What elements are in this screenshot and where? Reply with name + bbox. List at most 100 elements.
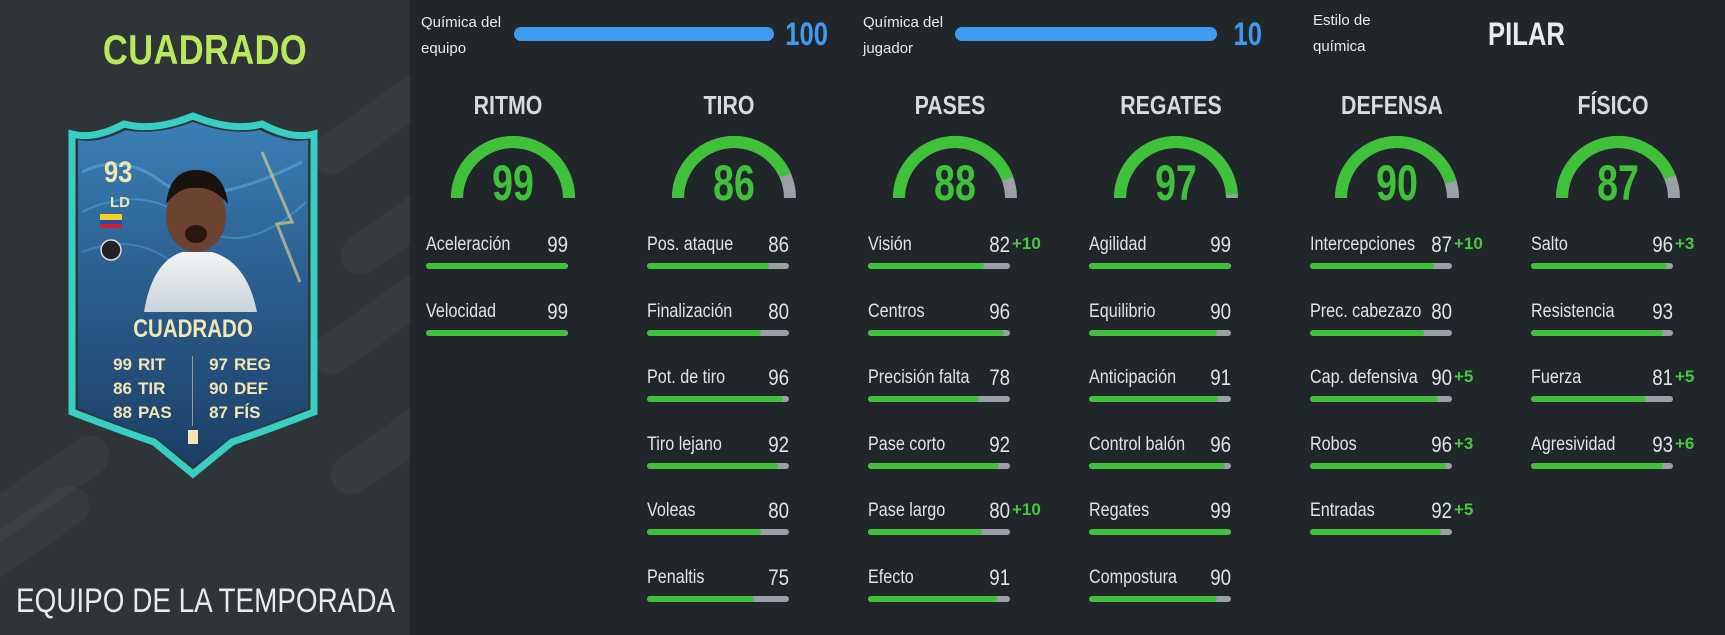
stat-bar — [1089, 396, 1231, 402]
stat-value: 82 — [989, 232, 1010, 257]
stat-bar — [868, 329, 1010, 336]
card-stat: 99 RIT — [113, 355, 166, 374]
stat-bar — [426, 329, 568, 336]
stat-gauge — [1114, 136, 1238, 199]
stat-row[interactable]: Penaltis 75 — [647, 565, 847, 605]
stat-value: 93 — [1652, 298, 1673, 324]
stat-value: 92 — [1431, 498, 1452, 523]
stat-row[interactable]: Finalización 80 — [647, 299, 847, 339]
stat-bar-fill — [1310, 462, 1447, 469]
stat-row[interactable]: Pos. ataque 86 — [647, 232, 847, 272]
stat-row[interactable]: Intercepciones 87 +10 — [1310, 232, 1510, 272]
stat-value: 92 — [768, 431, 789, 457]
stat-row[interactable]: Fuerza 81 +5 — [1531, 365, 1725, 405]
edition-label: EQUIPO DE LA TEMPORADA — [16, 582, 396, 620]
stat-column-title: TIRO — [703, 90, 755, 120]
stat-bar-fill — [1089, 462, 1226, 469]
stat-column-title: DEFENSA — [1341, 90, 1443, 120]
stat-name: Compostura — [1089, 566, 1177, 588]
stat-bar — [1310, 462, 1452, 469]
stat-bar — [647, 263, 789, 269]
stat-row[interactable]: Voleas 80 — [647, 498, 847, 538]
stat-value: 92 — [989, 431, 1010, 457]
stat-name: Tiro lejano — [647, 433, 722, 455]
stat-row[interactable]: Robos 96 +3 — [1310, 432, 1510, 472]
team-chemistry-bar — [514, 27, 774, 41]
player-chemistry-label: Química del jugador — [863, 14, 944, 57]
stat-row[interactable]: Tiro lejano 92 — [647, 432, 847, 472]
stat-gauge — [893, 136, 1017, 199]
stat-row[interactable]: Agresividad 93 +6 — [1531, 432, 1725, 472]
stat-row[interactable]: Compostura 90 — [1089, 565, 1289, 605]
stat-bonus: +5 — [1675, 367, 1695, 386]
stat-row[interactable]: Centros 96 — [868, 299, 1068, 339]
stat-name: Visión — [868, 234, 912, 255]
stat-gauge-value: 87 — [1597, 155, 1639, 211]
stat-value: 99 — [547, 298, 568, 324]
stat-row[interactable]: Efecto 91 — [868, 565, 1068, 605]
stat-value: 96 — [1431, 431, 1452, 457]
stat-value: 99 — [1210, 498, 1231, 523]
stat-gauge — [672, 136, 796, 199]
stat-row[interactable]: Visión 82 +10 — [868, 232, 1068, 272]
stat-row[interactable]: Pot. de tiro 96 — [647, 365, 847, 405]
stat-name: Pase largo — [868, 500, 946, 521]
stat-name: Pos. ataque — [647, 234, 734, 255]
stat-bonus: +3 — [1454, 433, 1474, 453]
stat-bar — [868, 396, 1010, 402]
stat-row[interactable]: Resistencia 93 — [1531, 299, 1725, 339]
stat-bonus: +10 — [1454, 234, 1483, 253]
stat-row[interactable]: Aceleración 99 — [426, 232, 626, 272]
stat-bonus: +6 — [1675, 433, 1695, 453]
stat-name: Agresividad — [1531, 433, 1616, 455]
stat-bar-fill — [1310, 329, 1424, 336]
stat-bar — [1531, 263, 1673, 269]
stat-name: Resistencia — [1531, 300, 1615, 322]
player-card[interactable]: 93 LD CUADRADO 99 RIT 86 TIR 88 PAS 97 REG 9… — [62, 112, 324, 480]
stat-row[interactable]: Control balón 96 — [1089, 432, 1289, 472]
stat-row[interactable]: Pase largo 80 +10 — [868, 498, 1068, 538]
gauge-fill — [1335, 136, 1457, 199]
stat-bar — [1310, 396, 1452, 402]
stat-name: Penaltis — [647, 566, 705, 588]
stat-row[interactable]: Equilibrio 90 — [1089, 299, 1289, 339]
stat-bar-fill — [647, 462, 778, 469]
team-chemistry-label: Química del equipo — [421, 14, 502, 57]
stat-bar — [868, 595, 1010, 602]
stat-row[interactable]: Velocidad 99 — [426, 299, 626, 339]
stat-bar — [1089, 595, 1231, 602]
stat-row[interactable]: Prec. cabezazo 80 — [1310, 299, 1510, 339]
stat-bar-fill — [868, 529, 982, 535]
team-chemistry-value: 100 — [785, 16, 828, 52]
stat-gauge — [1335, 136, 1459, 199]
stat-value: 90 — [1431, 365, 1452, 390]
stat-value: 80 — [768, 298, 789, 324]
stat-bonus: +5 — [1454, 500, 1474, 519]
card-stat: 90 DEF — [209, 379, 268, 398]
stat-bar — [1310, 329, 1452, 336]
stat-bar-fill — [1089, 529, 1230, 535]
stat-name: Centros — [868, 300, 925, 322]
stat-row[interactable]: Salto 96 +3 — [1531, 232, 1725, 272]
stat-name: Agilidad — [1089, 234, 1147, 255]
card-stat: 87 FÍS — [209, 403, 261, 422]
stat-name: Prec. cabezazo — [1310, 300, 1422, 322]
stat-row[interactable]: Precisión falta 78 — [868, 365, 1068, 405]
stat-bar — [1531, 462, 1673, 469]
stat-row[interactable]: Pase corto 92 — [868, 432, 1068, 472]
stat-bar-fill — [1310, 396, 1438, 402]
stat-bar-fill — [1531, 329, 1664, 336]
stat-bonus: +3 — [1675, 234, 1695, 253]
player-panel: CUADRADO — [0, 0, 410, 635]
stat-bar — [1089, 263, 1231, 269]
stat-bar — [868, 462, 1010, 469]
chemistry-style-value[interactable]: PILAR — [1488, 16, 1565, 52]
stat-bar — [1310, 529, 1452, 535]
stat-name: Aceleración — [426, 234, 511, 255]
stat-row[interactable]: Anticipación 91 — [1089, 365, 1289, 405]
stat-row[interactable]: Entradas 92 +5 — [1310, 498, 1510, 538]
stat-row[interactable]: Cap. defensiva 90 +5 — [1310, 365, 1510, 405]
stat-name: Entradas — [1310, 500, 1375, 521]
stat-row[interactable]: Regates 99 — [1089, 498, 1289, 538]
stat-row[interactable]: Agilidad 99 — [1089, 232, 1289, 272]
